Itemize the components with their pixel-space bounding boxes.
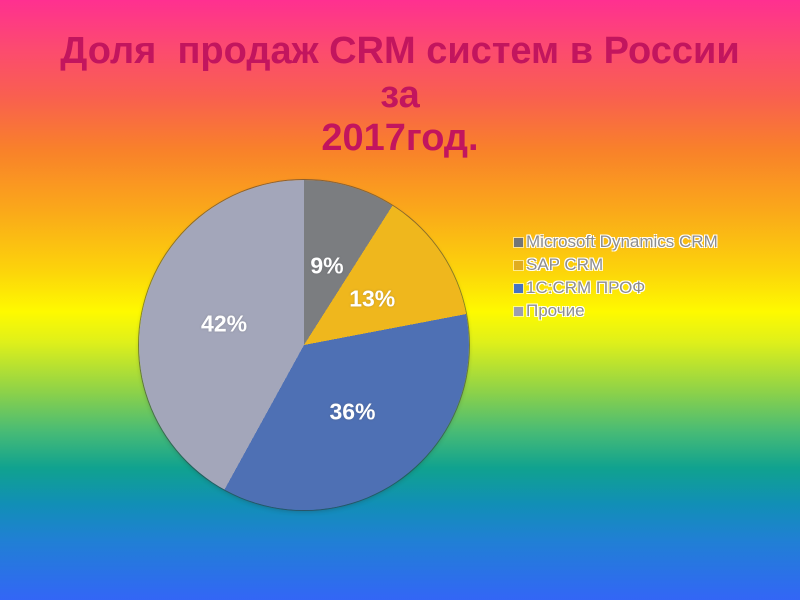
- pie-slice-label: 9%: [310, 252, 344, 279]
- pie-slice-label: 36%: [329, 398, 376, 425]
- pie-slice-label: 42%: [201, 310, 248, 337]
- legend-marker-icon: [514, 260, 523, 270]
- legend-label: Microsoft Dynamics CRM: [526, 232, 718, 251]
- legend-label: 1C:CRM ПРОФ: [526, 278, 646, 297]
- legend-item: Microsoft Dynamics CRM: [514, 231, 719, 253]
- legend-label: SAP CRM: [526, 255, 604, 274]
- legend-marker-icon: [514, 237, 523, 247]
- pie-chart: 9% 13% 36% 42%: [139, 180, 469, 510]
- pie-graphic: [139, 180, 469, 510]
- legend-item: 1C:CRM ПРОФ: [514, 277, 719, 299]
- chart-legend: Microsoft Dynamics CRM SAP CRM 1C:CRM ПРОФ…: [514, 231, 719, 323]
- slide-title-line-2: 2017год.: [321, 117, 479, 160]
- legend-marker-icon: [514, 283, 523, 293]
- legend-item: Прочие: [514, 300, 719, 322]
- pie-slice-label: 13%: [349, 285, 396, 312]
- slide-title: Доля продаж CRM систем в России за 2017го…: [40, 30, 760, 161]
- legend-marker-icon: [514, 306, 523, 316]
- legend-item: SAP CRM: [514, 254, 719, 276]
- legend-label: Прочие: [526, 301, 585, 320]
- slide-title-line-1: Доля продаж CRM систем в России за: [60, 30, 751, 116]
